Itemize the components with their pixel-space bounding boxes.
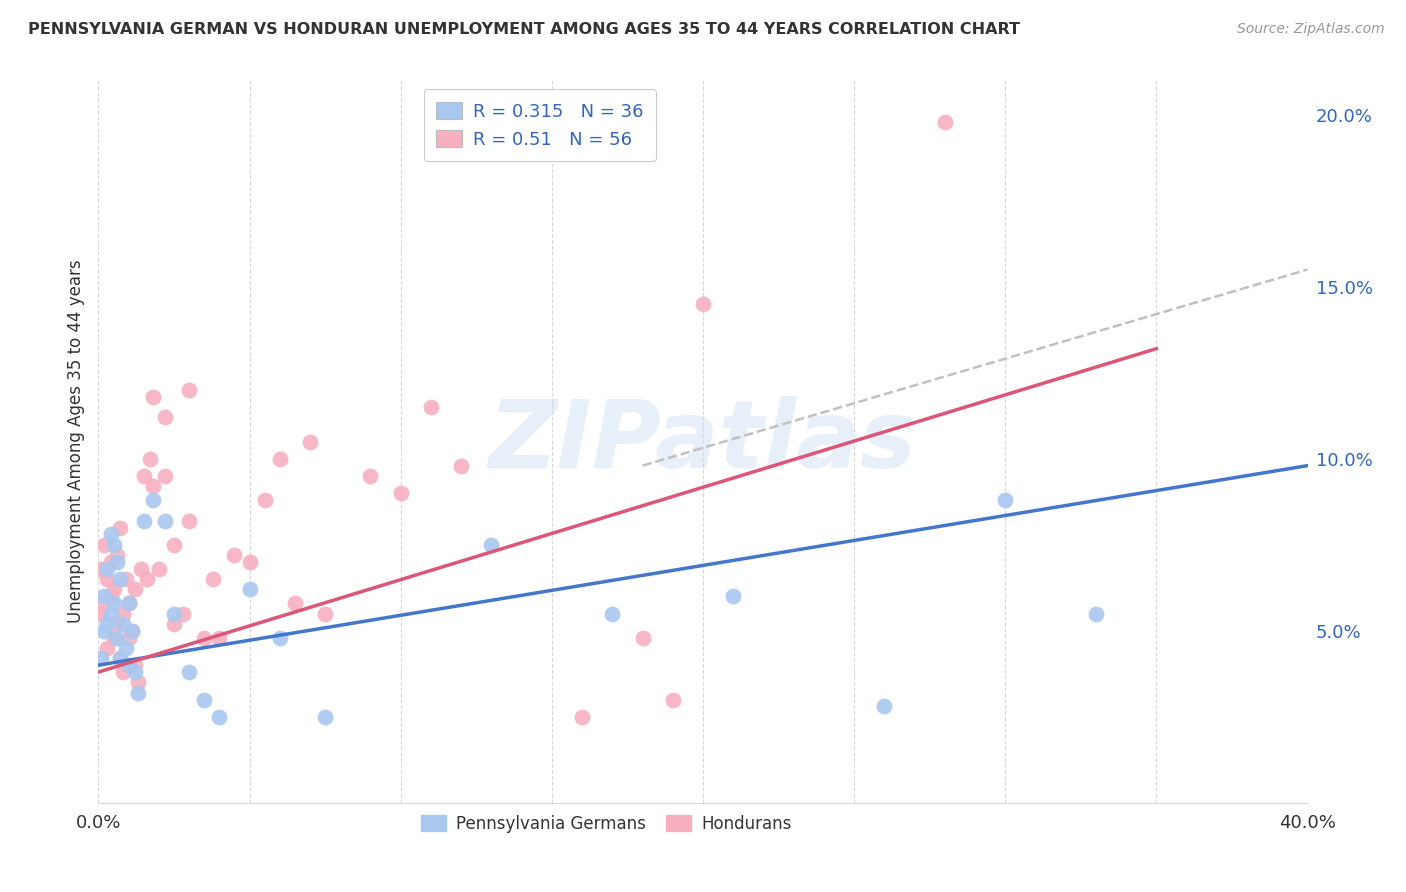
Point (1085, 607, 1108, 621)
Text: ZIPatlas: ZIPatlas (489, 395, 917, 488)
Point (90, 607, 112, 621)
Point (153, 410, 176, 425)
Point (96, 616, 118, 631)
Point (103, 596, 125, 610)
Point (202, 572, 225, 586)
Point (132, 469, 155, 483)
Point (103, 538, 125, 552)
Point (100, 555, 122, 569)
Point (253, 493, 276, 508)
Point (224, 548, 246, 562)
Point (994, 493, 1017, 508)
Point (90, 562, 112, 576)
Point (142, 479, 165, 493)
Point (105, 548, 128, 562)
Point (100, 607, 122, 621)
Point (118, 658, 141, 673)
Point (124, 582, 146, 597)
Point (108, 651, 131, 665)
Point (121, 624, 143, 638)
Point (105, 616, 128, 631)
Point (103, 631, 125, 645)
Point (90, 651, 112, 665)
Point (179, 383, 201, 397)
Point (163, 538, 186, 552)
Point (114, 640, 136, 655)
Point (420, 400, 443, 414)
Point (111, 616, 134, 631)
Point (118, 596, 141, 610)
Point (93, 596, 115, 610)
Point (661, 692, 683, 706)
Point (96, 640, 118, 655)
Point (389, 486, 412, 500)
Point (132, 514, 155, 528)
Point (100, 527, 122, 541)
Point (692, 297, 714, 311)
Point (148, 562, 170, 576)
Point (299, 434, 322, 449)
Point (269, 631, 291, 645)
Point (100, 590, 122, 604)
Legend: Pennsylvania Germans, Hondurans: Pennsylvania Germans, Hondurans (413, 806, 800, 841)
Point (127, 675, 149, 690)
Point (153, 514, 176, 528)
Y-axis label: Unemployment Among Ages 35 to 44 years: Unemployment Among Ages 35 to 44 years (66, 260, 84, 624)
Point (571, 710, 593, 724)
Point (93, 624, 115, 638)
Point (96, 572, 118, 586)
Point (105, 631, 128, 645)
Point (193, 631, 215, 645)
Point (163, 607, 186, 621)
Point (193, 692, 215, 706)
Point (239, 582, 262, 597)
Text: Source: ZipAtlas.com: Source: ZipAtlas.com (1237, 22, 1385, 37)
Point (284, 596, 307, 610)
Text: PENNSYLVANIA GERMAN VS HONDURAN UNEMPLOYMENT AMONG AGES 35 TO 44 YEARS CORRELATI: PENNSYLVANIA GERMAN VS HONDURAN UNEMPLOY… (28, 22, 1021, 37)
Point (103, 582, 125, 597)
Point (314, 607, 336, 621)
Point (481, 538, 503, 552)
Point (121, 624, 143, 638)
Point (93, 590, 115, 604)
Point (602, 607, 624, 621)
Point (111, 607, 134, 621)
Point (208, 710, 231, 724)
Point (139, 451, 162, 466)
Point (118, 631, 141, 645)
Point (450, 458, 472, 473)
Point (114, 572, 136, 586)
Point (163, 616, 186, 631)
Point (111, 665, 134, 679)
Point (127, 686, 149, 700)
Point (108, 651, 131, 665)
Point (172, 607, 194, 621)
Point (108, 520, 131, 534)
Point (153, 469, 176, 483)
Point (239, 555, 262, 569)
Point (179, 665, 201, 679)
Point (108, 572, 131, 586)
Point (129, 562, 152, 576)
Point (118, 596, 141, 610)
Point (208, 631, 231, 645)
Point (135, 572, 157, 586)
Point (96, 562, 118, 576)
Point (105, 555, 128, 569)
Point (124, 658, 146, 673)
Point (723, 590, 745, 604)
Point (873, 699, 896, 714)
Point (269, 451, 291, 466)
Point (360, 469, 382, 483)
Point (142, 493, 165, 508)
Point (934, 114, 956, 128)
Point (314, 710, 336, 724)
Point (124, 665, 146, 679)
Point (179, 514, 201, 528)
Point (631, 631, 654, 645)
Point (142, 390, 165, 404)
Point (93, 538, 115, 552)
